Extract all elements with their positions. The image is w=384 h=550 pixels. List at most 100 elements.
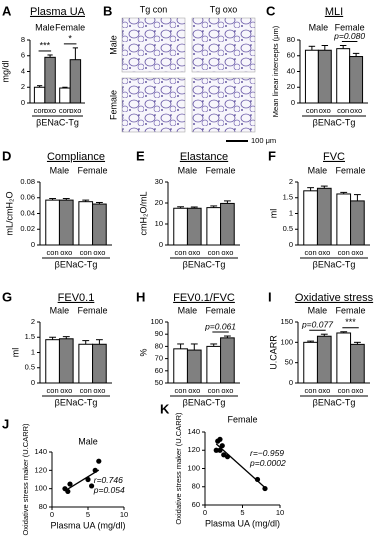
y-tick-label: 1 [31, 347, 35, 356]
group-label: Male [50, 165, 70, 175]
x-axis-label: βENaC-Tg [183, 397, 226, 407]
y-tick-label: 140 [34, 447, 47, 456]
y-tick-label: 70 [155, 354, 163, 363]
y-tick-label: 0.06 [20, 193, 35, 202]
y-tick-label: 100 [280, 337, 293, 346]
y-tick-label: 0.5 [283, 224, 293, 233]
group-label: Male [178, 305, 198, 315]
panel-letter: F [268, 148, 276, 163]
bar [349, 56, 364, 104]
y-tick-label: 0 [159, 240, 163, 249]
x-axis-label: βENaC-Tg [183, 259, 226, 269]
bar [92, 203, 107, 246]
x-tick-label: oxo [60, 248, 72, 257]
x-tick-label: 0 [50, 510, 54, 519]
bar [316, 187, 332, 246]
x-tick-label: oxo [318, 248, 330, 257]
y-tick-label: 0.04 [20, 208, 35, 217]
annotation: *** [345, 317, 356, 327]
bar [336, 48, 351, 104]
x-tick-label: con [305, 386, 317, 395]
bar [220, 202, 235, 246]
annotation: p=0.0002 [249, 458, 286, 468]
point [224, 454, 231, 460]
y-tick-label: 4 [21, 66, 25, 75]
y-tick-label: 0 [31, 240, 35, 249]
x-tick-label: oxo [319, 106, 331, 115]
chart-title: Compliance [47, 151, 105, 163]
x-tick-label: con [80, 386, 92, 395]
x-tick-label: con [175, 248, 187, 257]
group-label: Female [78, 165, 108, 175]
y-tick-label: 120 [187, 445, 200, 454]
y-tick-label: 1.5 [25, 332, 35, 341]
group-label: Female [335, 22, 365, 32]
group-label: Female [206, 165, 236, 175]
scale-bar-label: 100 μm [251, 136, 276, 145]
x-tick-label: oxo [350, 106, 362, 115]
annotation: p=0.077 [301, 319, 333, 329]
group-label: Male [178, 165, 198, 175]
x-tick-label: oxo [44, 106, 56, 115]
x-tick-label: oxo [351, 248, 363, 257]
bar [186, 207, 202, 246]
group-label: Male [308, 165, 328, 175]
chart-title: Male [78, 436, 98, 446]
y-tick-label: 100 [187, 463, 200, 472]
y-axis-label: % [138, 348, 148, 356]
chart-title: Female [227, 414, 257, 424]
bar [316, 335, 332, 384]
y-axis-label: Mean linear intercepts (μm) [271, 25, 280, 117]
y-axis-label: U.CARR [268, 335, 278, 370]
column-label: Tg con [140, 4, 168, 14]
x-tick-label: 10 [276, 508, 284, 517]
x-tick-label: oxo [221, 386, 233, 395]
y-tick-label: 150 [280, 317, 293, 326]
y-axis-label: ml [268, 209, 278, 219]
x-tick-label: con [59, 106, 71, 115]
group-label: Female [78, 305, 108, 315]
y-tick-label: 10 [155, 219, 163, 228]
panel-letter: A [2, 3, 12, 18]
x-tick-label: oxo [188, 248, 200, 257]
point [254, 476, 261, 483]
point [213, 447, 219, 453]
point [85, 476, 91, 483]
group-label: Female [336, 305, 366, 315]
bar [220, 337, 235, 384]
image-male-con [121, 17, 186, 73]
chart-title: FEV0.1/FVC [173, 292, 235, 304]
point [92, 467, 98, 473]
bar [336, 193, 352, 246]
annotation: p=0.061 [204, 321, 236, 331]
image-female-oxo [191, 77, 256, 133]
y-tick-label: 0 [21, 98, 25, 107]
y-tick-label: 90 [155, 329, 163, 338]
panel-letter: I [268, 289, 272, 304]
panel-letter: K [160, 401, 170, 416]
x-tick-label: oxo [221, 248, 233, 257]
y-axis-label: Oxidative stress maker (U.CARR) [21, 423, 30, 536]
y-tick-label: 2 [21, 82, 25, 91]
y-tick-label: 0.08 [20, 177, 35, 186]
fit-line [64, 469, 100, 492]
y-tick-label: 0.02 [20, 224, 35, 233]
y-tick-label: 1.5 [283, 193, 293, 202]
row-label: Female [108, 90, 118, 120]
point [262, 485, 268, 492]
bar [69, 59, 82, 104]
point [67, 481, 73, 487]
x-tick-label: con [337, 106, 349, 115]
bar [303, 190, 318, 246]
y-tick-label: 80 [287, 35, 295, 44]
point [96, 458, 102, 464]
panel-letter: D [2, 148, 11, 163]
y-tick-label: 6 [21, 51, 25, 60]
y-tick-label: 1 [289, 208, 293, 217]
histology-images [121, 17, 256, 142]
bar [317, 49, 332, 104]
group-label: Female [55, 22, 85, 32]
x-axis-label: βENaC-Tg [313, 117, 356, 127]
y-tick-label: 80 [155, 341, 163, 350]
x-tick-label: con [175, 386, 187, 395]
